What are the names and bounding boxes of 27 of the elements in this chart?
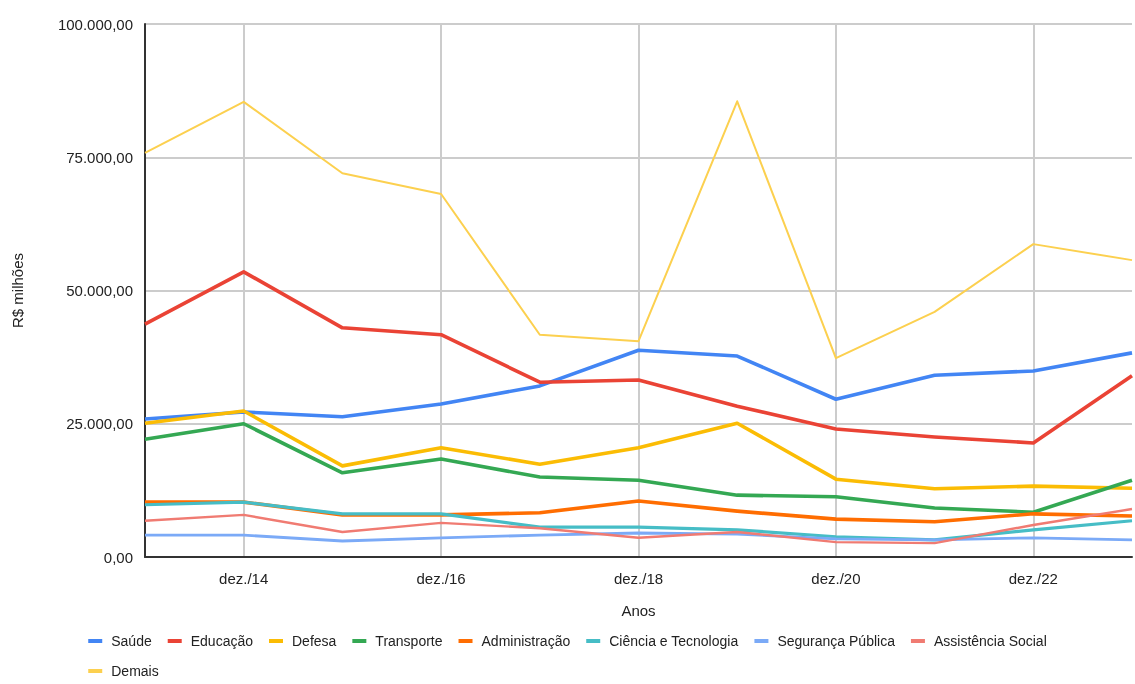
- y-tick-label: 100.000,00: [57, 15, 133, 33]
- y-tick-label: 75.000,00: [66, 148, 133, 166]
- legend-label: Segurança Pública: [777, 633, 896, 649]
- legend-label: Educação: [190, 633, 254, 649]
- x-tick-label: dez./16: [416, 570, 466, 587]
- x-tick-label: dez./22: [1008, 570, 1058, 587]
- legend-label: Assistência Social: [933, 633, 1047, 649]
- line-series: [143, 421, 1134, 515]
- line-series: [144, 100, 1133, 360]
- line-series: [143, 270, 1134, 445]
- y-tick-label: 50.000,00: [66, 282, 133, 299]
- legend-label: Defesa: [291, 633, 337, 649]
- y-tick-label: 25.000,00: [66, 415, 133, 433]
- y-tick-label: 0,00: [103, 548, 133, 566]
- x-axis-title: Anos: [621, 602, 656, 619]
- legend-label: Demais: [111, 663, 159, 679]
- line-series: [143, 507, 1134, 545]
- x-tick-label: dez./20: [811, 570, 861, 587]
- legend-label: Transporte: [375, 633, 443, 649]
- x-tick-label: dez./18: [613, 570, 664, 587]
- legend-label: Ciência e Tecnologia: [609, 633, 739, 649]
- line-series: [143, 409, 1134, 491]
- y-axis-title: R$ milhões: [9, 252, 26, 329]
- legend-label: Administração: [481, 633, 571, 649]
- x-tick-label: dez./14: [219, 570, 269, 587]
- line-series: [143, 348, 1134, 421]
- legend-label: Saúde: [111, 633, 152, 649]
